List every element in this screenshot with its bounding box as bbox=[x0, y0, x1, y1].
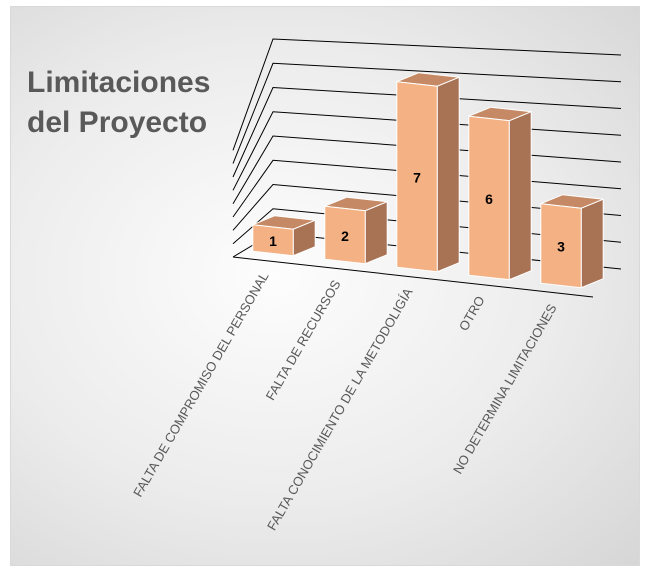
bar-front bbox=[468, 115, 510, 281]
x-tick-label: FALTA DE COMPROMISO DEL PERSONAL bbox=[130, 269, 271, 499]
gridline bbox=[232, 86, 622, 178]
bar-side bbox=[364, 200, 388, 265]
bar-side bbox=[436, 76, 460, 273]
data-label: 2 bbox=[341, 228, 349, 244]
x-tick-label: OTRO bbox=[456, 293, 488, 333]
bar-front bbox=[252, 224, 294, 257]
x-tick-label: FALTA DE RECURSOS bbox=[263, 277, 344, 403]
bar: 2 bbox=[324, 196, 388, 265]
bar-front bbox=[396, 81, 438, 273]
bar: 6 bbox=[468, 106, 532, 281]
bar-front bbox=[540, 203, 582, 289]
bars: 1 2 7 6 3 bbox=[252, 72, 604, 289]
data-label: 1 bbox=[269, 233, 277, 249]
data-label: 6 bbox=[485, 191, 493, 207]
chart-title-line-2: del Proyecto bbox=[27, 106, 208, 139]
x-axis-line bbox=[232, 256, 594, 298]
chart-plot: 1 2 7 6 3 FALTA DE COMPROMISO DEL PERSONALFAL… bbox=[130, 38, 622, 533]
gridline bbox=[232, 62, 622, 164]
x-tick-label: FALTA CONOCIMIENTO DE LA METODOLIGÍA bbox=[264, 285, 416, 533]
data-label: 7 bbox=[413, 170, 421, 186]
bar-front bbox=[324, 205, 366, 265]
bar: 1 bbox=[252, 215, 316, 257]
bar-side bbox=[580, 198, 604, 289]
bar: 3 bbox=[540, 194, 604, 289]
bar-side bbox=[508, 110, 532, 281]
chart-title: Limitaciones del Proyecto bbox=[27, 63, 210, 143]
bar: 7 bbox=[396, 72, 460, 273]
chart-title-line-1: Limitaciones bbox=[27, 66, 211, 99]
gridline bbox=[232, 38, 622, 151]
chart-area: Limitaciones del Proyecto 1 2 7 6 3 FALTA DE … bbox=[10, 6, 640, 566]
data-label: 3 bbox=[557, 239, 565, 255]
